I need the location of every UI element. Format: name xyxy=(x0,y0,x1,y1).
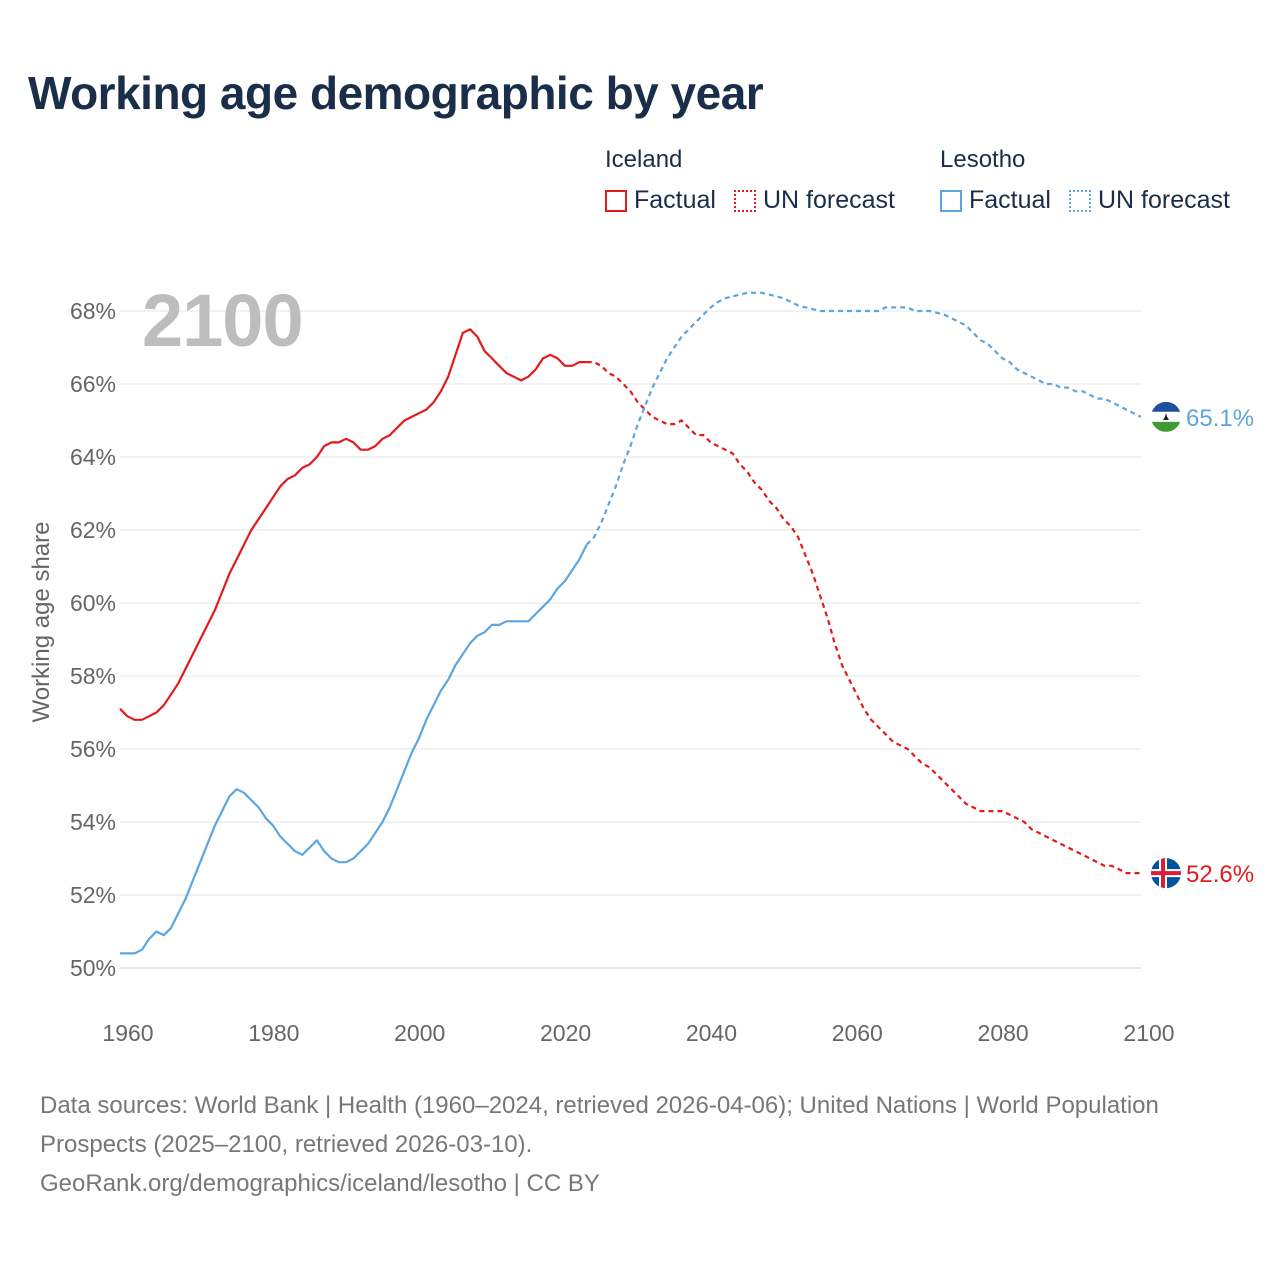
y-tick-label: 68% xyxy=(70,298,116,324)
iceland-flag-icon xyxy=(1151,858,1181,889)
series-iceland-forecast-line xyxy=(586,361,1141,875)
x-tick-label: 2080 xyxy=(978,1020,1029,1046)
x-tick-label: 2060 xyxy=(832,1020,883,1046)
x-tick-label: 2040 xyxy=(686,1020,737,1046)
current-year-indicator: 2100 xyxy=(142,279,304,362)
legend-group-lesotho: Lesotho Factual UN forecast xyxy=(940,144,1230,215)
y-tick-label: 52% xyxy=(70,882,116,908)
x-tick-label: 2020 xyxy=(540,1020,591,1046)
legend-group-name: Iceland xyxy=(605,146,683,173)
y-tick-label: 56% xyxy=(70,736,116,762)
lesotho-flag-icon xyxy=(1151,401,1181,432)
y-tick-label: 54% xyxy=(70,809,116,835)
x-tick-label: 1960 xyxy=(102,1020,153,1046)
y-axis-label: Working age share xyxy=(28,521,55,723)
chart-title: Working age demographic by year xyxy=(28,67,764,119)
legend-label: Factual xyxy=(969,186,1051,214)
series-lesotho-forecast-line xyxy=(585,291,1142,546)
legend-swatch-solid xyxy=(940,189,962,212)
y-tick-label: 60% xyxy=(70,590,116,616)
y-tick-label: 62% xyxy=(70,517,116,543)
legend-lesotho-forecast[interactable]: UN forecast xyxy=(1068,186,1230,215)
legend-label: Factual xyxy=(634,186,716,214)
flag-body xyxy=(1151,858,1181,889)
footer-sources: Data sources: World Bank | Health (1960–… xyxy=(40,1086,1240,1203)
y-tick-label: 50% xyxy=(70,955,116,981)
y-tick-label: 64% xyxy=(70,444,116,470)
x-tick-label: 1980 xyxy=(248,1020,299,1046)
legend-swatch-dotted xyxy=(733,189,756,212)
legend-iceland-factual[interactable]: Factual xyxy=(605,186,716,215)
flag-cross-v-red xyxy=(1161,858,1165,889)
x-tick-label: 2000 xyxy=(394,1020,445,1046)
data-sources-text: Data sources: World Bank | Health (1960–… xyxy=(40,1092,1159,1158)
legend-label: UN forecast xyxy=(762,186,895,214)
flag-body xyxy=(1151,401,1181,432)
y-tick-label: 58% xyxy=(70,663,116,689)
legend-iceland-forecast[interactable]: UN forecast xyxy=(733,186,895,215)
flag-hat xyxy=(1163,412,1169,420)
legend-group-name: Lesotho xyxy=(940,146,1026,173)
y-tick-label: 66% xyxy=(70,371,116,397)
series-lesotho-end-label: 65.1% xyxy=(1186,405,1254,432)
legend-lesotho-factual[interactable]: Factual xyxy=(940,186,1051,215)
legend-swatch-dotted xyxy=(1068,189,1091,212)
legend-group-iceland: Iceland Factual UN forecast xyxy=(605,144,913,215)
flag-band-blue xyxy=(1151,401,1181,412)
legend-label: UN forecast xyxy=(1097,186,1230,214)
x-tick-label: 2100 xyxy=(1123,1020,1174,1046)
series-lesotho-factual-line xyxy=(120,544,588,955)
legend-swatch-solid xyxy=(605,189,627,212)
flag-cross-h-red xyxy=(1151,871,1181,876)
series-iceland-end-label: 52.6% xyxy=(1186,861,1254,888)
attribution-text: GeoRank.org/demographics/iceland/lesotho… xyxy=(40,1170,600,1197)
flag-band-green xyxy=(1151,421,1181,432)
series-iceland-factual-line xyxy=(119,328,587,721)
line-chart: 50% 52% 54% 56% 58% 60% 62% 64% 66% 68% 1960 1980 20… xyxy=(70,291,1254,1046)
